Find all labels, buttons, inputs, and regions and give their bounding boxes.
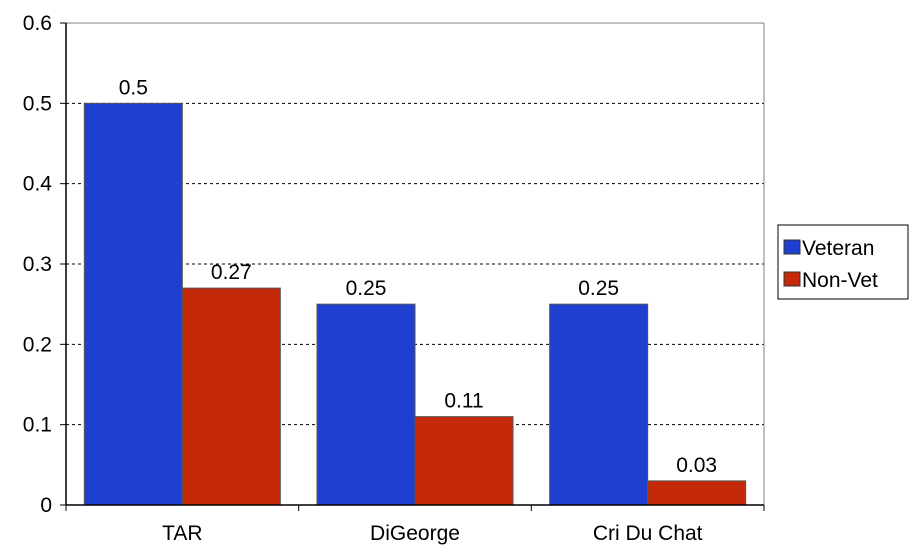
y-tick-label: 0.2 (23, 333, 52, 356)
legend: Veteran Non-Vet (777, 224, 909, 300)
legend-label: Veteran (802, 237, 874, 260)
data-label: 0.25 (578, 277, 619, 300)
data-labels: 0.5 0.27 0.25 0.11 0.25 0.03 (119, 76, 717, 477)
legend-swatch (783, 239, 801, 255)
x-tick-label: Cri Du Chat (593, 522, 703, 545)
tick-labels: 0 0.1 0.2 0.3 0.4 0.5 0.6 TAR DiGeorge Cri Du Cha… (23, 12, 703, 545)
y-tick-label: 0 (40, 494, 52, 517)
bar-veteran (316, 303, 416, 506)
bar-veteran (549, 303, 649, 506)
y-tick-label: 0.4 (23, 173, 53, 196)
axes (60, 22, 765, 511)
y-tick-label: 0.6 (23, 12, 52, 35)
y-tick-label: 0.5 (23, 92, 52, 115)
data-label: 0.03 (676, 454, 717, 477)
data-label: 0.25 (346, 277, 387, 300)
x-tick-label: DiGeorge (370, 522, 460, 545)
bar-non-vet (181, 287, 281, 506)
x-tick-label: TAR (162, 522, 202, 545)
legend-swatch (783, 271, 801, 287)
data-label: 0.11 (444, 390, 483, 413)
bars (83, 102, 747, 506)
y-tick-label: 0.1 (23, 414, 52, 437)
legend-box (777, 224, 909, 300)
legend-label: Non-Vet (802, 269, 878, 292)
y-tick-label: 0.3 (23, 253, 52, 276)
bar-non-vet (414, 416, 514, 506)
data-label: 0.27 (211, 261, 252, 284)
bar-veteran (83, 102, 183, 506)
bar-non-vet (647, 480, 747, 506)
data-label: 0.5 (119, 76, 148, 99)
